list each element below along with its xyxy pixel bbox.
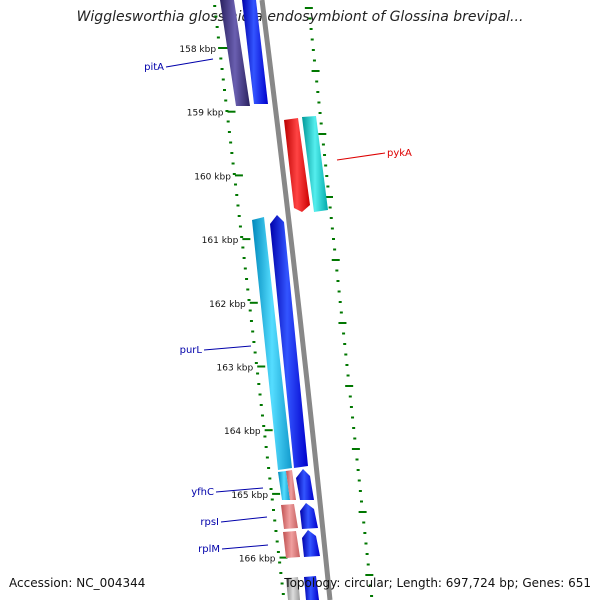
gene-rpsI-pink[interactable] <box>281 504 298 529</box>
gene-rplM-blue[interactable] <box>302 530 320 557</box>
gene-purL-blue[interactable] <box>270 215 308 468</box>
gene-next-blue[interactable] <box>304 576 319 600</box>
gene-label-rpsI[interactable]: rpsI <box>200 517 219 528</box>
gene-pykA-teal[interactable] <box>302 116 328 212</box>
tick-track-left <box>213 5 288 595</box>
tick-label: 158 kbp <box>179 45 216 55</box>
tick-labels: 158 kbp 159 kbp 160 kbp 161 kbp 162 kbp 163 k… <box>179 45 275 565</box>
accession-text: Accession: NC_004344 <box>9 576 146 590</box>
tick-label: 164 kbp <box>224 427 261 437</box>
tick-label: 165 kbp <box>231 491 268 501</box>
gene-rplM-pink[interactable] <box>283 531 300 558</box>
gene-label-yfhC[interactable]: yfhC <box>191 487 214 498</box>
gene-purL-cyan[interactable] <box>252 217 292 470</box>
tick-track-right <box>304 7 374 597</box>
gene-yfhC-blue[interactable] <box>296 469 314 500</box>
gene-yfhC-pink[interactable] <box>286 470 296 500</box>
gene-label-pykA[interactable]: pykA <box>387 148 412 159</box>
tick-label: 160 kbp <box>194 172 231 182</box>
gene-pykA-red[interactable] <box>284 118 310 212</box>
tick-label: 163 kbp <box>217 364 254 374</box>
gene-label-purL[interactable]: purL <box>180 345 203 356</box>
gene-label-pitA[interactable]: pitA <box>144 62 164 73</box>
gene-features <box>220 0 328 600</box>
gene-pitA-navy[interactable] <box>220 0 250 106</box>
gene-labels: pitA pykA purL yfhC rpsI rplM <box>144 62 412 555</box>
topology-text: Topology: circular; Length: 697,724 bp; … <box>284 576 591 590</box>
map-title: Wigglesworthia glossinidia endosymbiont … <box>76 9 524 25</box>
gene-pitA-blue[interactable] <box>242 0 268 104</box>
gene-label-rplM[interactable]: rplM <box>198 544 220 555</box>
tick-label: 162 kbp <box>209 300 246 310</box>
tick-label: 159 kbp <box>187 109 224 119</box>
gene-next-grey[interactable] <box>286 577 300 600</box>
gene-leader-lines <box>165 58 386 550</box>
gene-rpsI-blue[interactable] <box>300 503 318 529</box>
tick-label: 166 kbp <box>239 555 276 565</box>
tick-label: 161 kbp <box>202 236 239 246</box>
genome-backbone <box>259 0 333 600</box>
